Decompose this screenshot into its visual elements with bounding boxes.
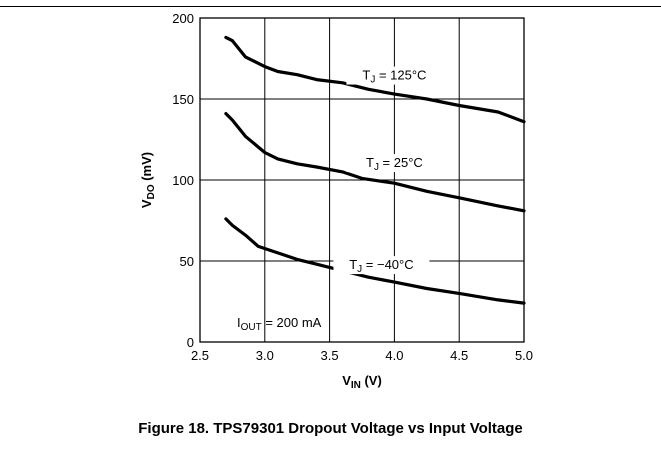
series-label-tj-25c: TJ = 25°C — [366, 155, 423, 173]
plot-border — [199, 17, 525, 343]
series-group — [224, 35, 526, 305]
y-tick-label: 0 — [187, 335, 194, 350]
series-line-tj-minus40c — [224, 217, 526, 305]
x-axis-label: VIN (V) — [342, 373, 382, 391]
annotation-iout: IOUT = 200 mA — [237, 315, 322, 333]
y-tick-label: 150 — [172, 92, 194, 107]
y-axis-label: VDO (mV) — [139, 152, 157, 208]
series-label-bg — [346, 154, 443, 173]
x-tick-label: 4.5 — [450, 348, 468, 363]
series-label-tj-125c: TJ = 125°C — [362, 68, 426, 86]
series-label-bg — [346, 66, 443, 85]
y-tick-label: 50 — [180, 254, 194, 269]
series-line-tj-125c — [224, 35, 526, 124]
series-label-tj-minus40c: TJ = −40°C — [349, 257, 413, 275]
y-tick-label: 100 — [172, 173, 194, 188]
series-label-bg — [333, 256, 430, 275]
top-rule — [0, 6, 661, 7]
y-tick-label: 200 — [172, 11, 194, 26]
x-tick-label: 3.0 — [256, 348, 274, 363]
x-tick-label: 2.5 — [191, 348, 209, 363]
series-labels: TJ = 125°C TJ = 25°C TJ = −40°C — [333, 66, 443, 275]
x-tick-label: 3.5 — [321, 348, 339, 363]
x-tick-label: 5.0 — [515, 348, 533, 363]
plot-frame — [199, 17, 525, 343]
figure-caption: Figure 18. TPS79301 Dropout Voltage vs I… — [138, 420, 523, 437]
dropout-voltage-chart: TJ = 125°C TJ = 25°C TJ = −40°C 2.5 3.0 3.5 4… — [139, 11, 533, 391]
x-tick-label: 4.0 — [385, 348, 403, 363]
tick-labels: 2.5 3.0 3.5 4.0 4.5 5.0 0 50 100 150 200 — [172, 11, 533, 363]
series-line-tj-25c — [224, 111, 526, 213]
